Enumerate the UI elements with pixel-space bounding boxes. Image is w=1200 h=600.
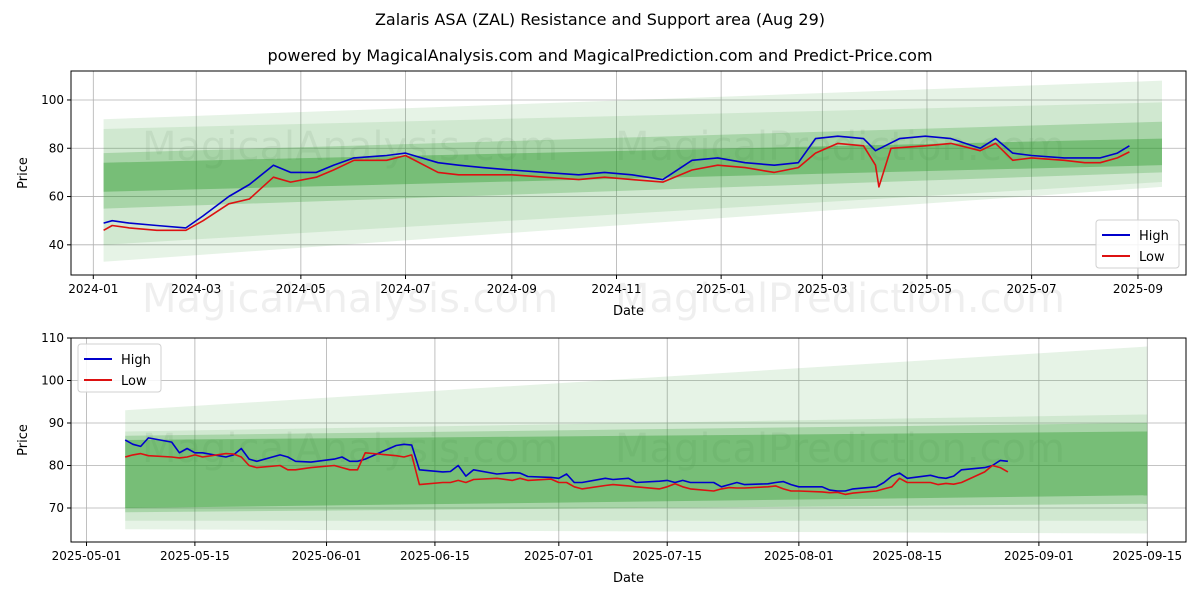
y-tick-label: 90 — [49, 416, 64, 430]
x-tick-label: 2025-07-01 — [524, 549, 594, 563]
support-resistance-band — [125, 431, 1148, 508]
x-tick-label: 2025-06-01 — [292, 549, 362, 563]
x-tick-label: 2024-01 — [68, 282, 118, 296]
support-resistance-band — [103, 102, 1162, 245]
legend-box — [1095, 219, 1180, 269]
legend-label: High — [1139, 229, 1169, 244]
support-resistance-band — [103, 121, 1162, 209]
x-tick-label: 2025-08-15 — [872, 549, 942, 563]
support-resistance-band — [103, 80, 1162, 262]
y-tick-label: 40 — [49, 238, 64, 252]
series-line-high — [124, 437, 1008, 492]
y-tick-label: 70 — [49, 501, 64, 515]
x-tick-label: 2024-11 — [591, 282, 641, 296]
y-tick-label: 60 — [49, 190, 64, 204]
x-tick-label: 2025-07-15 — [632, 549, 702, 563]
x-axis-label: Date — [613, 304, 644, 319]
x-tick-label: 2025-05-15 — [160, 549, 230, 563]
y-axis-label: Price — [16, 157, 31, 189]
x-tick-label: 2025-05-01 — [52, 549, 122, 563]
x-tick-label: 2025-03 — [797, 282, 847, 296]
y-tick-label: 100 — [41, 374, 64, 388]
y-tick-label: 80 — [49, 459, 64, 473]
chart-title: Zalaris ASA (ZAL) Resistance and Support… — [374, 10, 826, 29]
y-tick-label: 80 — [49, 141, 64, 155]
x-tick-label: 2025-09 — [1113, 282, 1163, 296]
watermark: MagicalPrediction.com — [615, 276, 1065, 322]
support-resistance-band — [125, 414, 1148, 521]
support-resistance-band — [103, 138, 1162, 192]
x-axis-label: Date — [613, 571, 644, 586]
x-tick-label: 2024-05 — [276, 282, 326, 296]
support-resistance-band — [125, 423, 1148, 513]
x-tick-label: 2025-07 — [1007, 282, 1057, 296]
watermark: MagicalPrediction.com — [615, 426, 1065, 472]
x-tick-label: 2025-08-01 — [764, 549, 834, 563]
x-tick-label: 2025-01 — [696, 282, 746, 296]
x-tick-label: 2025-09-01 — [1004, 549, 1074, 563]
x-tick-label: 2024-03 — [171, 282, 221, 296]
legend-label: High — [121, 353, 151, 368]
y-axis-label: Price — [16, 424, 31, 456]
x-tick-label: 2024-07 — [380, 282, 430, 296]
watermark: MagicalAnalysis.com — [142, 426, 558, 472]
x-tick-label: 2025-06-15 — [400, 549, 470, 563]
x-tick-label: 2025-09-15 — [1112, 549, 1182, 563]
legend-label: Low — [1139, 250, 1165, 265]
x-tick-label: 2024-09 — [487, 282, 537, 296]
series-line-low — [124, 451, 1009, 496]
plot-frame — [70, 70, 1187, 276]
legend-box — [77, 343, 162, 393]
watermark: MagicalAnalysis.com — [142, 276, 558, 322]
y-tick-label: 110 — [41, 331, 64, 345]
plot-frame — [70, 337, 1187, 543]
series-line-high — [103, 135, 1130, 229]
chart-subtitle: powered by MagicalAnalysis.com and Magic… — [267, 46, 933, 65]
x-tick-label: 2025-05 — [902, 282, 952, 296]
series-line-low — [103, 142, 1130, 232]
y-tick-label: 100 — [41, 93, 64, 107]
legend-label: Low — [121, 374, 147, 389]
